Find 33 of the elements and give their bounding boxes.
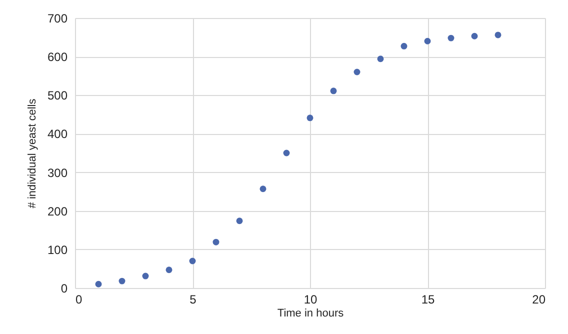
point	[142, 272, 149, 280]
point	[283, 150, 290, 156]
y-tick-label: 600	[47, 50, 68, 64]
point	[118, 278, 126, 284]
point	[95, 280, 102, 288]
point	[260, 186, 266, 192]
x-tick-label: 15	[421, 292, 435, 306]
point	[471, 32, 478, 40]
point	[330, 88, 337, 94]
y-axis-title: # individual yeast cells	[26, 98, 38, 208]
x-tick-label: 5	[190, 292, 197, 306]
point	[236, 218, 243, 224]
y-tick-label: 0	[60, 282, 68, 296]
y-tick-label: 200	[47, 204, 68, 218]
point	[212, 238, 220, 246]
x-axis-title: Time in hours	[277, 308, 344, 320]
y-tick-label: 500	[47, 88, 68, 103]
x-tick-label: 10	[304, 292, 318, 306]
x-tick-label: 20	[532, 292, 546, 306]
point	[424, 38, 431, 44]
point	[448, 34, 454, 42]
y-tick-label: 300	[47, 166, 68, 180]
point	[189, 258, 196, 264]
point	[166, 266, 172, 274]
point	[377, 56, 384, 62]
y-tick-label: 100	[47, 242, 68, 257]
point	[494, 32, 502, 38]
x-tick-label: 0	[76, 292, 82, 306]
point	[354, 68, 360, 76]
point	[400, 42, 408, 50]
point	[306, 114, 314, 122]
y-tick-label: 400	[47, 127, 68, 142]
y-tick-label: 700	[47, 12, 68, 26]
